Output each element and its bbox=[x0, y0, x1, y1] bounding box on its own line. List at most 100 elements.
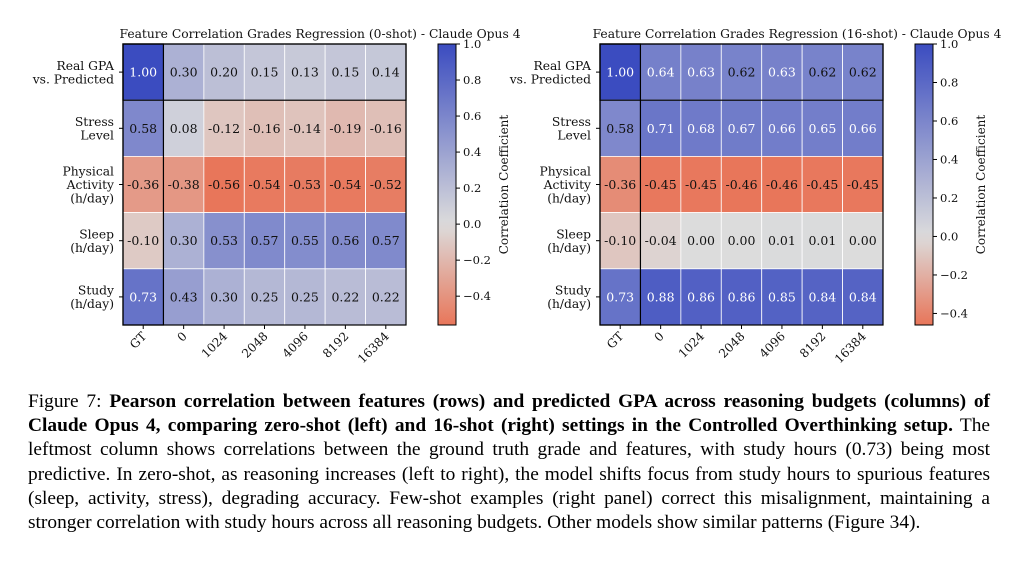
cell-value-label: 0.01 bbox=[768, 233, 796, 248]
heatmap-cell bbox=[324, 212, 366, 270]
cell-value-label: 0.62 bbox=[849, 65, 877, 80]
cell-value-label: 0.71 bbox=[647, 121, 675, 136]
colorbar-tick-label: 0.0 bbox=[940, 229, 958, 243]
cell-value-label: 0.15 bbox=[251, 65, 279, 80]
column-label: 0 bbox=[651, 329, 666, 344]
cell-value-label: 0.15 bbox=[331, 65, 359, 80]
cell-value-label: -0.52 bbox=[370, 177, 402, 192]
cell-value-label: 0.62 bbox=[728, 65, 756, 80]
heatmap-cell bbox=[243, 212, 286, 270]
heatmap-cell bbox=[243, 155, 286, 213]
column-label: 0 bbox=[174, 329, 189, 344]
cell-value-label: 0.73 bbox=[606, 289, 634, 304]
cell-value-label: 0.63 bbox=[768, 65, 796, 80]
cell-value-label: 0.56 bbox=[331, 233, 359, 248]
row-label: (h/day) bbox=[547, 192, 591, 206]
column-label: GT bbox=[604, 329, 626, 351]
colorbar-tick-label: 1.0 bbox=[940, 37, 958, 51]
heatmap-cell bbox=[761, 268, 803, 326]
figure-caption: Figure 7: Pearson correlation between fe… bbox=[28, 390, 990, 535]
heatmap-cell bbox=[801, 268, 843, 326]
row-label: Stress bbox=[75, 115, 114, 129]
cell-value-label: -0.14 bbox=[289, 121, 321, 136]
heatmap-cell bbox=[122, 43, 164, 101]
row-label: Level bbox=[557, 129, 591, 143]
colorbar-tick-label: 0.6 bbox=[940, 114, 958, 128]
heatmap-cell bbox=[203, 268, 245, 326]
row-label: Activity bbox=[66, 178, 114, 192]
cell-value-label: -0.54 bbox=[329, 177, 361, 192]
heatmap-cell bbox=[284, 99, 326, 157]
row-label: (h/day) bbox=[70, 192, 114, 206]
cell-value-label: 0.22 bbox=[372, 289, 400, 304]
cell-value-label: -0.10 bbox=[127, 233, 159, 248]
row-label: vs. Predicted bbox=[509, 72, 591, 86]
heatmap-cell bbox=[599, 99, 641, 157]
row-label: Physical bbox=[62, 165, 114, 179]
cell-value-label: 0.68 bbox=[687, 121, 715, 136]
colorbar-tick-label: 0.2 bbox=[940, 191, 958, 205]
heatmap-cell bbox=[163, 212, 205, 270]
heatmap-cell bbox=[801, 212, 843, 270]
cell-value-label: -0.36 bbox=[604, 177, 636, 192]
caption-body-text: The leftmost column shows correlations b… bbox=[28, 415, 990, 534]
cell-value-label: 0.08 bbox=[170, 121, 198, 136]
cell-value-label: -0.16 bbox=[370, 121, 402, 136]
heatmap-cell bbox=[163, 43, 205, 101]
cell-value-label: 0.66 bbox=[849, 121, 877, 136]
heatmap-cell bbox=[365, 155, 407, 213]
caption-label: Figure 7: bbox=[28, 391, 102, 412]
figure: Feature Correlation Grades Regression (0… bbox=[32, 27, 1002, 366]
row-label: Stress bbox=[552, 115, 591, 129]
heatmap-cell bbox=[284, 155, 326, 213]
cell-value-label: -0.53 bbox=[289, 177, 321, 192]
heatmap-cell bbox=[842, 43, 884, 101]
heatmap-cell bbox=[203, 155, 245, 213]
row-label: Study bbox=[555, 284, 591, 298]
cell-value-label: 1.00 bbox=[129, 65, 157, 80]
cell-value-label: 0.22 bbox=[331, 289, 359, 304]
colorbar-tick-label: 0.4 bbox=[463, 145, 481, 159]
row-label: Level bbox=[80, 129, 114, 143]
cell-value-label: -0.36 bbox=[127, 177, 159, 192]
heatmap-0: Feature Correlation Grades Regression (0… bbox=[32, 27, 521, 366]
cell-value-label: -0.12 bbox=[208, 121, 240, 136]
cell-value-label: 0.01 bbox=[808, 233, 836, 248]
column-label: 1024 bbox=[199, 329, 231, 361]
row-label: Sleep bbox=[556, 227, 591, 241]
row-label: Real GPA bbox=[56, 59, 114, 73]
cell-value-label: 0.30 bbox=[210, 289, 238, 304]
colorbar-tick-label: 0.2 bbox=[463, 181, 481, 195]
colorbar-tick-label: 0.8 bbox=[940, 75, 958, 89]
cell-value-label: 0.43 bbox=[170, 289, 198, 304]
cell-value-label: -0.46 bbox=[766, 177, 798, 192]
cell-value-label: 0.53 bbox=[210, 233, 238, 248]
column-label: 2048 bbox=[239, 329, 270, 360]
cell-value-label: 1.00 bbox=[606, 65, 634, 80]
cell-value-label: 0.86 bbox=[728, 289, 756, 304]
cell-value-label: -0.45 bbox=[685, 177, 717, 192]
cell-value-label: -0.04 bbox=[645, 233, 677, 248]
heatmap-cell bbox=[680, 212, 722, 270]
cell-value-label: 0.14 bbox=[372, 65, 400, 80]
heatmap-cell bbox=[122, 212, 164, 270]
cell-value-label: 0.55 bbox=[291, 233, 319, 248]
column-label: 16384 bbox=[355, 329, 392, 366]
cell-value-label: 0.20 bbox=[210, 65, 238, 80]
column-label: GT bbox=[127, 329, 149, 351]
column-label: 8192 bbox=[797, 329, 828, 360]
caption-bold-text: Pearson correlation between features (ro… bbox=[28, 391, 990, 437]
row-label: Physical bbox=[539, 165, 591, 179]
row-label: (h/day) bbox=[70, 297, 114, 311]
heatmap-cell bbox=[640, 99, 682, 157]
heatmap-1: Feature Correlation Grades Regression (1… bbox=[509, 27, 1002, 366]
colorbar bbox=[914, 43, 934, 326]
cell-value-label: 0.00 bbox=[687, 233, 715, 248]
column-label: 4096 bbox=[280, 329, 311, 360]
cell-value-label: 0.58 bbox=[129, 121, 157, 136]
column-label: 2048 bbox=[716, 329, 747, 360]
cell-value-label: 0.73 bbox=[129, 289, 157, 304]
row-label: Activity bbox=[543, 178, 591, 192]
heatmap-cell bbox=[680, 155, 722, 213]
colorbar-tick-label: 1.0 bbox=[463, 37, 481, 51]
